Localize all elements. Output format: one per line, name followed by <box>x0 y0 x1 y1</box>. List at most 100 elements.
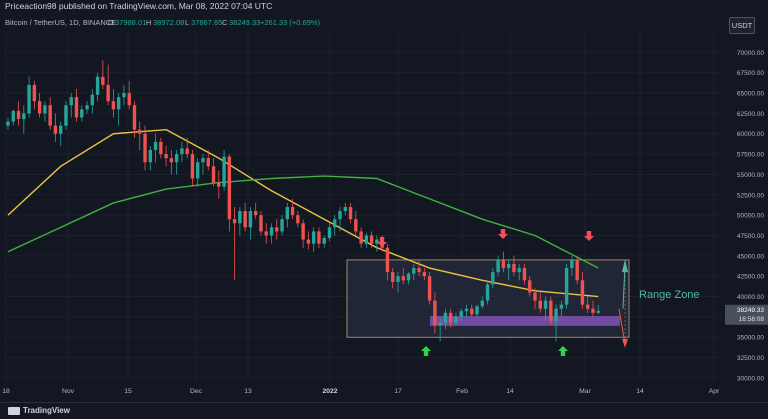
candle-down <box>290 207 295 216</box>
price-tick-label: 50000.00 <box>737 213 764 220</box>
candle-down <box>206 158 210 167</box>
candle-up <box>11 110 15 122</box>
price-tick-label: 32500.00 <box>737 355 764 362</box>
candle-down <box>211 166 216 183</box>
candle-up <box>338 211 342 220</box>
last-price-tag: 38249.33 16:56:08 <box>725 304 768 325</box>
candle-up <box>27 84 31 114</box>
candle-down <box>528 280 532 293</box>
candle-down <box>538 300 542 309</box>
candle-down <box>369 235 374 244</box>
candle-down <box>159 141 163 155</box>
time-tick-label: 15 <box>124 388 132 395</box>
candle-down <box>391 272 395 282</box>
time-tick-label: Feb <box>456 388 468 395</box>
candle-down <box>306 239 311 244</box>
price-tick-label: 70000.00 <box>737 50 764 57</box>
candle-up <box>454 316 458 323</box>
candle-up <box>148 150 152 163</box>
candle-up <box>6 121 10 126</box>
candle-down <box>417 268 421 273</box>
bar-countdown: 16:56:08 <box>739 316 765 323</box>
candle-up <box>43 105 47 114</box>
time-tick-label: Mar <box>579 388 591 395</box>
candle-down <box>448 312 453 323</box>
candle-down <box>253 211 258 216</box>
price-tick-label: 45000.00 <box>737 253 764 260</box>
published-text: Priceaction98 published on TradingView.c… <box>5 1 273 11</box>
tradingview-brand-text: TradingView <box>23 406 70 415</box>
ohlc-high-value: 38972.08 <box>153 18 185 27</box>
candle-up <box>396 276 400 282</box>
candle-down <box>359 231 363 244</box>
candle-up <box>343 207 347 212</box>
candle-down <box>501 259 506 269</box>
price-tick-label: 67500.00 <box>737 70 764 77</box>
ohlc-close-value: 38249.33 <box>229 18 261 27</box>
candle-up <box>269 227 274 236</box>
candle-up <box>238 211 242 224</box>
footer-bar: TradingView <box>0 402 768 419</box>
range-zone-arrows <box>618 259 628 348</box>
candle-up <box>491 272 495 285</box>
ohlc-open-label: O <box>108 18 114 27</box>
candle-down <box>348 207 353 220</box>
tradingview-logo[interactable]: TradingView <box>8 406 70 415</box>
candle-down <box>106 84 110 102</box>
time-axis[interactable]: 18 Nov 15 Dec 13 2022 17 Feb 14 Mar 14 Apr <box>2 388 720 395</box>
candle-up <box>327 227 332 238</box>
price-tick-label: 62500.00 <box>737 111 764 118</box>
candle-down <box>143 133 147 163</box>
candle-up <box>364 235 369 244</box>
candle-up <box>322 237 326 244</box>
candle-down <box>111 101 116 110</box>
candle-up <box>559 304 564 309</box>
price-chart[interactable]: Range Zone 70000.00 67500.00 65000.00 62500… <box>0 0 768 402</box>
candle-up <box>285 207 290 220</box>
candle-up <box>64 105 68 126</box>
symbol-name[interactable]: Bitcoin / TetherUS, 1D, BINANCE <box>5 18 117 27</box>
candle-up <box>564 268 569 305</box>
range-zone-label: Range Zone <box>639 289 700 301</box>
candle-up <box>116 97 121 110</box>
candle-down <box>185 148 189 155</box>
price-axis[interactable]: 70000.00 67500.00 65000.00 62500.00 60000.00… <box>737 50 764 383</box>
candle-up <box>496 259 500 273</box>
candle-up <box>506 263 511 269</box>
tradingview-logo-icon <box>8 406 20 415</box>
candle-down <box>301 223 305 240</box>
candle-down <box>512 263 516 273</box>
candle-down <box>16 110 21 120</box>
arrow-down-icon <box>584 231 594 241</box>
candle-up <box>80 109 84 118</box>
candle-up <box>122 93 126 98</box>
price-tick-label: 42500.00 <box>737 274 764 281</box>
candle-up <box>596 310 600 313</box>
candle-down <box>259 215 263 232</box>
time-tick-label: 18 <box>2 388 10 395</box>
candle-down <box>591 308 595 313</box>
time-tick-label: 14 <box>506 388 514 395</box>
currency-selector-button[interactable]: USDT <box>729 17 755 34</box>
candle-down <box>427 276 432 301</box>
time-tick-label: Apr <box>709 388 720 395</box>
candle-down <box>470 308 474 315</box>
candle-down <box>132 105 137 130</box>
ohlc-close-label: C <box>222 18 228 27</box>
candle-down <box>317 231 321 244</box>
time-tick-label: 17 <box>394 388 402 395</box>
candle-up <box>554 308 558 321</box>
candle-down <box>101 76 105 85</box>
price-tick-label: 57500.00 <box>737 152 764 159</box>
candle-up <box>375 239 379 244</box>
symbol-legend: Bitcoin / TetherUS, 1D, BINANCE O 37988.… <box>0 15 720 29</box>
candle-down <box>164 154 168 159</box>
ohlc-change: +261.33 (+0.69%) <box>260 18 321 27</box>
candle-up <box>153 141 158 151</box>
arrow-down-icon <box>377 237 387 247</box>
candle-up <box>311 231 316 244</box>
candle-up <box>438 322 442 326</box>
candle-up <box>412 268 416 274</box>
candle-down <box>522 268 527 281</box>
candle-down <box>586 304 590 309</box>
